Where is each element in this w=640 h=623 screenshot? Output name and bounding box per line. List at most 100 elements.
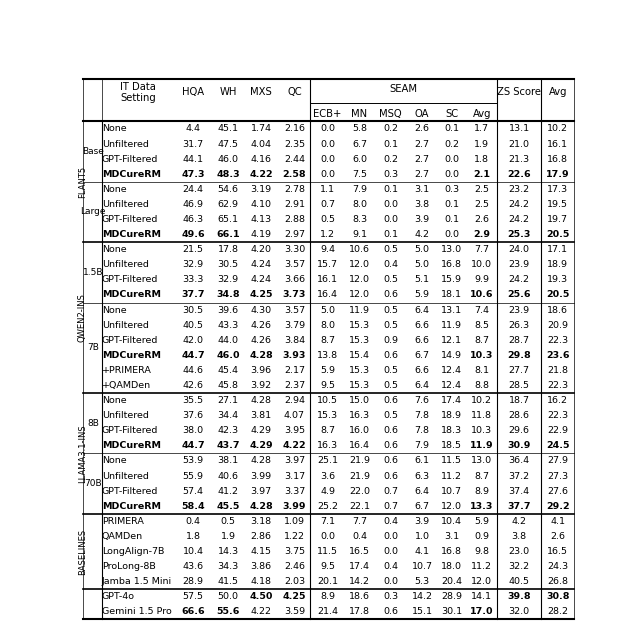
- Text: 10.2: 10.2: [547, 125, 568, 133]
- Text: 66.6: 66.6: [181, 607, 205, 616]
- Text: 38.1: 38.1: [218, 457, 239, 465]
- Text: 8.9: 8.9: [320, 592, 335, 601]
- Text: 0.7: 0.7: [320, 200, 335, 209]
- Text: 31.7: 31.7: [182, 140, 204, 148]
- Text: 0.5: 0.5: [383, 245, 398, 254]
- Text: 4.1: 4.1: [415, 547, 429, 556]
- Text: 18.6: 18.6: [547, 305, 568, 315]
- Text: 47.3: 47.3: [181, 169, 205, 179]
- Text: 18.6: 18.6: [349, 592, 370, 601]
- Text: 4.2: 4.2: [415, 230, 429, 239]
- Text: 0.5: 0.5: [383, 305, 398, 315]
- Text: 16.4: 16.4: [317, 290, 338, 300]
- Text: 4.30: 4.30: [251, 305, 272, 315]
- Text: 5.3: 5.3: [415, 578, 429, 586]
- Text: 9.5: 9.5: [320, 381, 335, 390]
- Text: Avg: Avg: [472, 109, 491, 119]
- Text: 41.5: 41.5: [218, 578, 239, 586]
- Text: 3.75: 3.75: [284, 547, 305, 556]
- Text: 1.74: 1.74: [251, 125, 272, 133]
- Text: 1.5B: 1.5B: [83, 268, 103, 277]
- Text: 8.7: 8.7: [320, 336, 335, 345]
- Text: 0.0: 0.0: [444, 230, 459, 239]
- Text: 2.5: 2.5: [474, 185, 489, 194]
- Text: 21.3: 21.3: [509, 155, 530, 164]
- Text: 3.9: 3.9: [415, 215, 429, 224]
- Text: 2.03: 2.03: [284, 578, 305, 586]
- Text: 36.4: 36.4: [509, 457, 530, 465]
- Text: 21.5: 21.5: [182, 245, 204, 254]
- Text: 1.09: 1.09: [284, 517, 305, 526]
- Text: 21.9: 21.9: [349, 472, 370, 480]
- Text: 2.78: 2.78: [284, 185, 305, 194]
- Text: 19.5: 19.5: [547, 200, 568, 209]
- Text: 12.4: 12.4: [441, 381, 462, 390]
- Text: 15.1: 15.1: [412, 607, 433, 616]
- Text: 3.8: 3.8: [415, 200, 429, 209]
- Text: 21.0: 21.0: [509, 140, 530, 148]
- Text: 17.8: 17.8: [349, 607, 370, 616]
- Text: 22.1: 22.1: [349, 502, 370, 511]
- Text: 22.0: 22.0: [349, 487, 370, 496]
- Text: 11.2: 11.2: [441, 472, 462, 480]
- Text: 10.6: 10.6: [470, 290, 493, 300]
- Text: 0.6: 0.6: [383, 396, 398, 405]
- Text: 50.0: 50.0: [218, 592, 239, 601]
- Text: 8.9: 8.9: [474, 487, 489, 496]
- Text: 39.8: 39.8: [508, 592, 531, 601]
- Text: 16.3: 16.3: [349, 411, 370, 421]
- Text: 42.0: 42.0: [182, 336, 204, 345]
- Text: 3.1: 3.1: [444, 532, 459, 541]
- Text: 22.6: 22.6: [508, 169, 531, 179]
- Text: 0.0: 0.0: [320, 140, 335, 148]
- Text: 18.1: 18.1: [441, 290, 462, 300]
- Text: 22.3: 22.3: [547, 336, 568, 345]
- Text: IT Data
Setting: IT Data Setting: [120, 82, 156, 103]
- Text: 0.3: 0.3: [444, 185, 459, 194]
- Text: SEAM: SEAM: [390, 84, 418, 95]
- Text: 65.1: 65.1: [218, 215, 239, 224]
- Text: 6.1: 6.1: [415, 457, 429, 465]
- Text: 1.9: 1.9: [474, 140, 489, 148]
- Text: 0.6: 0.6: [383, 457, 398, 465]
- Text: 6.6: 6.6: [415, 366, 429, 375]
- Text: 4.28: 4.28: [250, 502, 273, 511]
- Text: 24.2: 24.2: [509, 275, 530, 284]
- Text: 11.9: 11.9: [470, 442, 493, 450]
- Text: None: None: [102, 457, 127, 465]
- Text: 7.8: 7.8: [415, 411, 429, 421]
- Text: 12.0: 12.0: [349, 290, 370, 300]
- Text: 14.1: 14.1: [471, 592, 492, 601]
- Text: 13.1: 13.1: [441, 305, 462, 315]
- Text: 18.0: 18.0: [441, 562, 462, 571]
- Text: 21.9: 21.9: [349, 457, 370, 465]
- Text: 6.7: 6.7: [415, 502, 429, 511]
- Text: 0.2: 0.2: [444, 140, 459, 148]
- Text: 10.6: 10.6: [349, 245, 370, 254]
- Text: 25.3: 25.3: [508, 230, 531, 239]
- Text: GPT-Filtered: GPT-Filtered: [102, 215, 158, 224]
- Text: 40.6: 40.6: [218, 472, 239, 480]
- Text: 6.3: 6.3: [415, 472, 429, 480]
- Text: 0.5: 0.5: [383, 321, 398, 330]
- Text: 66.1: 66.1: [216, 230, 240, 239]
- Text: 24.4: 24.4: [182, 185, 204, 194]
- Text: 24.5: 24.5: [546, 442, 570, 450]
- Text: 0.5: 0.5: [383, 381, 398, 390]
- Text: 7.1: 7.1: [320, 517, 335, 526]
- Text: 4.07: 4.07: [284, 411, 305, 421]
- Text: MDCureRM: MDCureRM: [102, 442, 161, 450]
- Text: 8.7: 8.7: [474, 472, 489, 480]
- Text: 12.1: 12.1: [441, 336, 462, 345]
- Text: 1.2: 1.2: [320, 230, 335, 239]
- Text: 15.3: 15.3: [349, 381, 370, 390]
- Text: 1.9: 1.9: [221, 532, 236, 541]
- Text: 9.4: 9.4: [320, 245, 335, 254]
- Text: 7.4: 7.4: [474, 305, 489, 315]
- Text: 3.86: 3.86: [251, 562, 272, 571]
- Text: 37.4: 37.4: [509, 487, 530, 496]
- Text: 4.9: 4.9: [320, 487, 335, 496]
- Text: 10.4: 10.4: [441, 517, 462, 526]
- Text: 12.4: 12.4: [441, 366, 462, 375]
- Text: 11.2: 11.2: [471, 562, 492, 571]
